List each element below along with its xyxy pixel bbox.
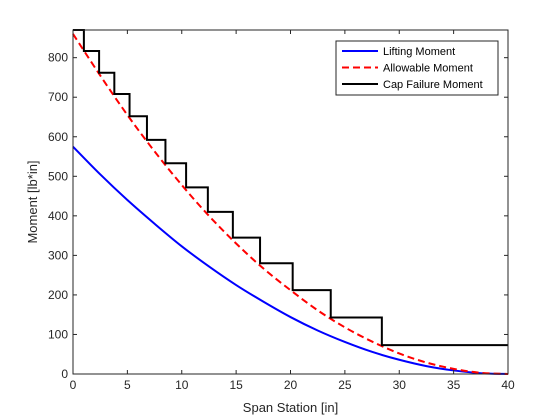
x-tick-label: 40 <box>501 378 515 392</box>
x-tick-label: 35 <box>447 378 461 392</box>
plot-lines <box>72 29 509 375</box>
legend: Lifting Moment Allowable Moment Cap Failur… <box>335 40 499 96</box>
y-tick-label: 700 <box>48 90 68 104</box>
x-tick-label: 10 <box>175 378 189 392</box>
allowable-moment-line <box>72 33 509 375</box>
x-tick-label: 20 <box>284 378 298 392</box>
x-tick-label: 30 <box>393 378 407 392</box>
y-tick-label: 400 <box>48 209 68 223</box>
y-tick-label: 300 <box>48 248 68 262</box>
x-axis-label: Span Station [in] <box>243 400 338 415</box>
y-axis: 0 100 200 300 400 500 600 700 800 <box>48 51 508 381</box>
legend-entry-label: Cap Failure Moment <box>383 79 483 91</box>
y-tick-label: 800 <box>48 51 68 65</box>
x-tick-label: 25 <box>338 378 352 392</box>
x-axis: 0 5 10 15 20 25 30 35 40 <box>70 30 515 392</box>
x-tick-label: 5 <box>124 378 131 392</box>
y-tick-label: 0 <box>61 367 68 381</box>
y-axis-label: Moment [lb*in] <box>25 160 40 243</box>
lifting-moment-line <box>72 145 509 375</box>
y-tick-label: 100 <box>48 327 68 341</box>
y-tick-label: 500 <box>48 169 68 183</box>
x-tick-label: 0 <box>70 378 77 392</box>
legend-entry-label: Allowable Moment <box>383 63 473 75</box>
cap-failure-moment-line <box>73 29 508 347</box>
y-tick-label: 200 <box>48 288 68 302</box>
y-tick-label: 600 <box>48 130 68 144</box>
legend-entry-label: Lifting Moment <box>383 46 455 58</box>
x-tick-label: 15 <box>229 378 243 392</box>
